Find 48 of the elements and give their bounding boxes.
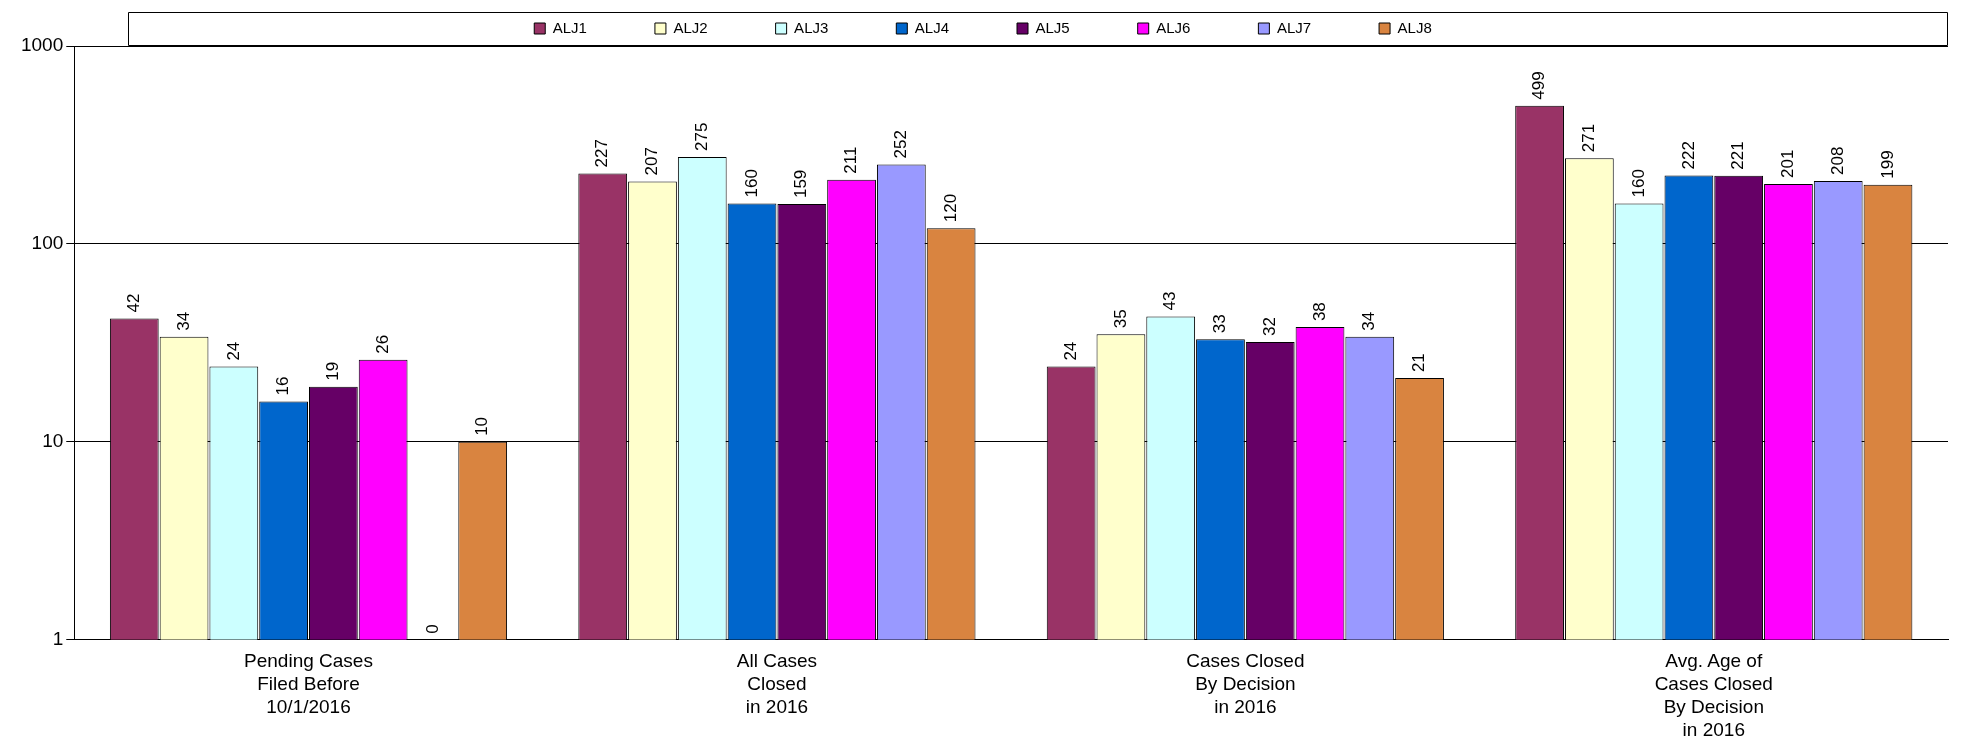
data-label: 199 <box>1877 150 1897 179</box>
data-label: 10 <box>472 416 492 436</box>
x-tick-label: Avg. Age of Cases Closed By Decision in 2016 <box>1654 650 1773 740</box>
text: 0 <box>422 624 442 634</box>
legend-label: ALJ1 <box>552 18 587 36</box>
data-label: 24 <box>223 341 243 361</box>
data-label: 499 <box>1529 71 1549 100</box>
data-label: 208 <box>1827 146 1847 175</box>
data-label: 275 <box>691 122 711 151</box>
x-tick-label: Cases Closed By Decision in 2016 <box>1186 650 1305 718</box>
data-label: 271 <box>1579 123 1599 153</box>
legend-label: ALJ5 <box>1035 18 1070 36</box>
legend-label: ALJ6 <box>1156 18 1191 36</box>
y-tick-label: 100 <box>31 232 64 254</box>
data-label: 207 <box>642 147 662 176</box>
data-label: 252 <box>891 130 911 159</box>
data-label: 24 <box>1060 341 1080 361</box>
legend-label: ALJ7 <box>1276 18 1312 36</box>
data-label: 34 <box>173 311 193 331</box>
legend-label: ALJ3 <box>794 18 829 36</box>
data-label: 33 <box>1210 314 1230 334</box>
y-tick-label: 1 <box>52 628 64 650</box>
x-tick-label: All Cases Closed in 2016 <box>736 650 818 718</box>
data-label: 42 <box>123 293 143 313</box>
y-tick-label: 1000 <box>20 34 64 56</box>
y-tick-label: 10 <box>42 430 64 452</box>
data-label: 227 <box>592 139 612 168</box>
data-label: 221 <box>1728 141 1748 170</box>
data-label: 201 <box>1778 149 1798 178</box>
x-tick-label: Pending Cases Filed Before 10/1/2016 <box>244 650 373 718</box>
data-label: 38 <box>1309 302 1329 322</box>
data-label: 35 <box>1110 309 1130 329</box>
data-label: 160 <box>1628 169 1648 198</box>
data-label: 160 <box>741 169 761 198</box>
legend-label: ALJ4 <box>914 18 950 36</box>
legend-label: ALJ2 <box>673 18 708 36</box>
data-label: 16 <box>273 376 293 396</box>
data-label: 19 <box>323 361 343 381</box>
data-label: 21 <box>1409 353 1429 373</box>
data-label: 222 <box>1678 141 1698 170</box>
data-label: 211 <box>841 146 861 174</box>
data-label: 43 <box>1160 291 1180 311</box>
data-label: 159 <box>791 169 811 199</box>
data-label: 34 <box>1359 311 1379 331</box>
data-label: 32 <box>1259 316 1279 336</box>
data-label: 120 <box>940 193 960 223</box>
data-label: 26 <box>372 334 392 354</box>
legend-label: ALJ8 <box>1397 18 1432 36</box>
